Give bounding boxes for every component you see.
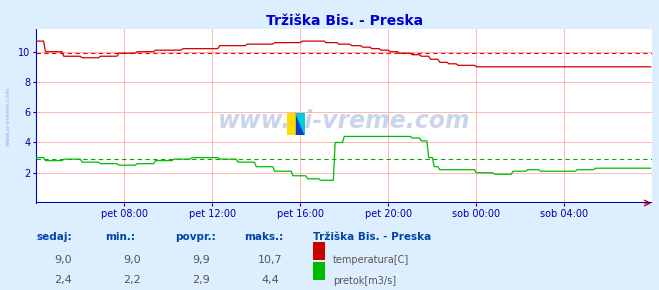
Bar: [296, 113, 305, 135]
Polygon shape: [296, 113, 305, 135]
Text: 9,0: 9,0: [123, 255, 140, 265]
Text: Tržiška Bis. - Preska: Tržiška Bis. - Preska: [313, 232, 431, 242]
Text: 9,9: 9,9: [192, 255, 210, 265]
Text: 10,7: 10,7: [258, 255, 283, 265]
Text: maks.:: maks.:: [244, 232, 283, 242]
Text: temperatura[C]: temperatura[C]: [333, 255, 409, 265]
Text: www.si-vreme.com: www.si-vreme.com: [5, 86, 11, 146]
Bar: [287, 113, 296, 135]
Text: povpr.:: povpr.:: [175, 232, 215, 242]
Text: 9,0: 9,0: [54, 255, 71, 265]
Text: www.si-vreme.com: www.si-vreme.com: [218, 109, 471, 133]
Text: 2,9: 2,9: [192, 276, 210, 285]
Text: min.:: min.:: [105, 232, 136, 242]
Text: 2,2: 2,2: [123, 276, 140, 285]
Title: Tržiška Bis. - Preska: Tržiška Bis. - Preska: [266, 14, 423, 28]
Text: 4,4: 4,4: [262, 276, 279, 285]
Text: sedaj:: sedaj:: [36, 232, 72, 242]
Text: pretok[m3/s]: pretok[m3/s]: [333, 276, 396, 285]
Text: 2,4: 2,4: [54, 276, 71, 285]
